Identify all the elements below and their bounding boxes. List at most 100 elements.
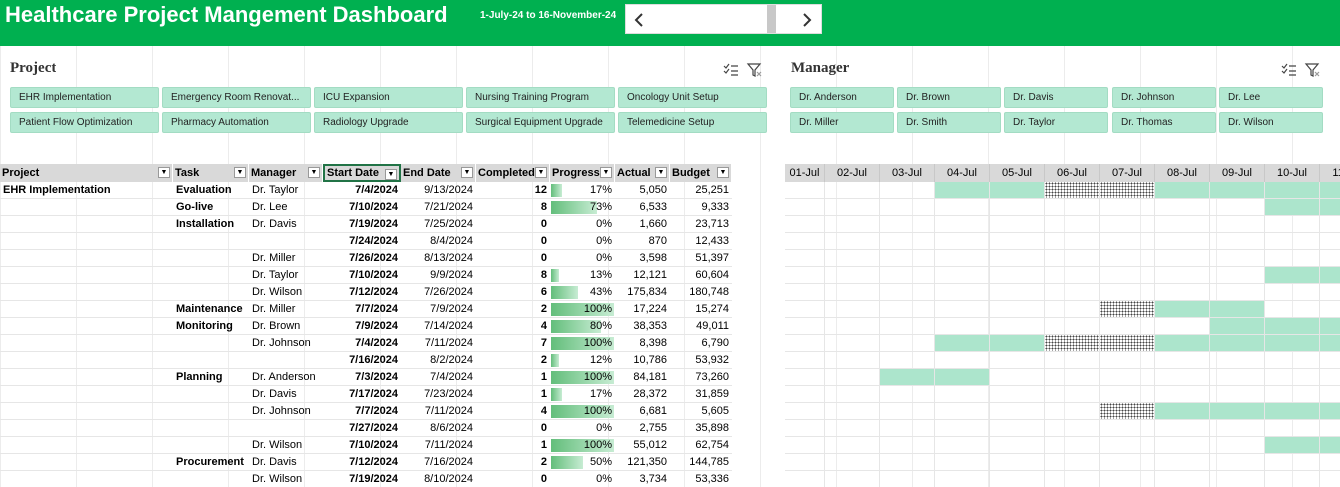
table-cell: Procurement (173, 454, 249, 471)
table-cell: 38,353 (615, 318, 670, 335)
filter-button[interactable]: ▼ (234, 167, 246, 178)
gantt-cell (825, 420, 880, 437)
slicer-button[interactable]: Surgical Equipment Upgrade (466, 112, 615, 133)
gantt-cell (785, 420, 825, 437)
progress-label: 100% (583, 405, 612, 417)
slicer-button[interactable]: Emergency Room Renovat... (162, 87, 311, 108)
table-cell: 15,274 (670, 301, 732, 318)
table-cell (0, 335, 173, 352)
gantt-cell (785, 250, 825, 267)
gantt-cell (1100, 318, 1155, 335)
gantt-cell (935, 403, 990, 420)
scroll-right[interactable] (803, 13, 812, 27)
gantt-cell (785, 182, 825, 199)
slicer-button[interactable]: Dr. Thomas (1112, 112, 1216, 133)
table-cell: 8,398 (615, 335, 670, 352)
filter-button[interactable]: ▼ (385, 169, 397, 180)
gantt-cell (1155, 352, 1210, 369)
gantt-day-header: 07-Jul (1100, 164, 1155, 182)
gantt-cell (1155, 233, 1210, 250)
gantt-bar (1265, 267, 1320, 284)
gantt-cell (825, 437, 880, 454)
gantt-cell (880, 335, 935, 352)
gantt-cell (880, 403, 935, 420)
table-cell: 7/7/2024 (323, 403, 401, 420)
table-cell: 5,605 (670, 403, 732, 420)
table-cell (0, 250, 173, 267)
table-cell: 7/4/2024 (323, 182, 401, 199)
table-cell: 0 (476, 471, 550, 487)
slicer-button[interactable]: Dr. Johnson (1112, 87, 1216, 108)
gantt-day-header: 08-Jul (1155, 164, 1210, 182)
gantt-cell (990, 386, 1045, 403)
filter-button[interactable]: ▼ (461, 167, 473, 178)
slicer-button[interactable]: ICU Expansion (314, 87, 463, 108)
slicer-icons[interactable] (1280, 62, 1320, 78)
gantt-bar (1320, 335, 1340, 352)
gantt-cell (785, 216, 825, 233)
gantt-day-header: 05-Jul (990, 164, 1045, 182)
table-cell: 1 (476, 386, 550, 403)
gantt-cell (1210, 454, 1265, 471)
slicer-button[interactable]: Dr. Taylor (1004, 112, 1108, 133)
gantt-cell (990, 318, 1045, 335)
filter-button[interactable]: ▼ (600, 167, 612, 178)
table-cell: 175,834 (615, 284, 670, 301)
table-cell: 7/7/2024 (323, 301, 401, 318)
table-cell: 3,734 (615, 471, 670, 487)
slicer-button[interactable]: Dr. Wilson (1219, 112, 1323, 133)
gantt-cell (990, 199, 1045, 216)
gantt-cell (1155, 250, 1210, 267)
slicer-button[interactable]: Pharmacy Automation (162, 112, 311, 133)
gantt-cell (1045, 250, 1100, 267)
slicer-button[interactable]: EHR Implementation (10, 87, 159, 108)
table-cell (173, 437, 249, 454)
slicer-button[interactable]: Dr. Davis (1004, 87, 1108, 108)
table-cell: 7/11/2024 (401, 437, 476, 454)
slicer-button[interactable]: Dr. Smith (897, 112, 1001, 133)
slicer-button[interactable]: Dr. Anderson (790, 87, 894, 108)
table-cell: 7/4/2024 (401, 369, 476, 386)
slicer-icons[interactable] (722, 62, 762, 78)
table-cell (0, 369, 173, 386)
slicer-button[interactable]: Patient Flow Optimization (10, 112, 159, 133)
slicer-button[interactable]: Telemedicine Setup (618, 112, 767, 133)
filter-button[interactable]: ▼ (158, 167, 170, 178)
progress-cell: 100% (550, 335, 615, 352)
slicer-button[interactable]: Radiology Upgrade (314, 112, 463, 133)
slicer-button[interactable]: Dr. Brown (897, 87, 1001, 108)
gantt-bar (1045, 182, 1100, 199)
scroll-thumb[interactable] (767, 5, 776, 34)
gantt-cell (990, 369, 1045, 386)
gantt-cell (880, 454, 935, 471)
slicer-button[interactable]: Nursing Training Program (466, 87, 615, 108)
table-cell: Go-live (173, 199, 249, 216)
gantt-cell (1320, 420, 1340, 437)
gantt-cell (1265, 284, 1320, 301)
table-cell: 7/11/2024 (401, 403, 476, 420)
table-cell (0, 301, 173, 318)
filter-button[interactable]: ▼ (655, 167, 667, 178)
slicer-button[interactable]: Oncology Unit Setup (618, 87, 767, 108)
table-cell: 8 (476, 267, 550, 284)
gantt-cell (880, 386, 935, 403)
timeline-scrollbar[interactable] (625, 4, 822, 34)
dashboard-title: Healthcare Project Mangement Dashboard (5, 2, 448, 27)
gantt-cell (1155, 318, 1210, 335)
filter-button[interactable]: ▼ (717, 167, 729, 178)
table-cell: Dr. Davis (249, 386, 323, 403)
gantt-bar (1155, 182, 1210, 199)
filter-button[interactable]: ▼ (535, 167, 547, 178)
gantt-bar (1100, 335, 1155, 352)
gantt-day-header: 02-Jul (825, 164, 880, 182)
gantt-cell (880, 284, 935, 301)
filter-button[interactable]: ▼ (308, 167, 320, 178)
table-cell (249, 233, 323, 250)
gantt-cell (935, 250, 990, 267)
scroll-left[interactable] (634, 13, 643, 27)
table-cell (249, 420, 323, 437)
gantt-cell (1100, 284, 1155, 301)
slicer-button[interactable]: Dr. Miller (790, 112, 894, 133)
slicer-button[interactable]: Dr. Lee (1219, 87, 1323, 108)
